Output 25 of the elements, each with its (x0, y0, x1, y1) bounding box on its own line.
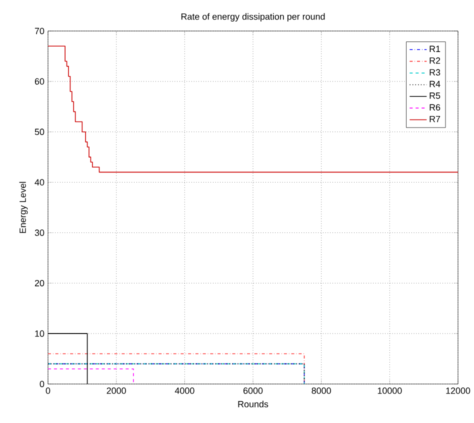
legend-label: R1 (430, 46, 440, 52)
y-tick-label: 40 (34, 179, 44, 186)
x-tick-label: 12000 (446, 388, 470, 394)
x-tick-label: 6000 (243, 388, 263, 394)
legend-label: R3 (430, 69, 440, 76)
x-tick-label: 4000 (174, 388, 194, 394)
x-tick-label: 10000 (378, 388, 402, 394)
y-axis-title: Energy Level (19, 182, 28, 233)
y-tick-label: 20 (34, 280, 44, 286)
x-tick-label: 0 (46, 388, 50, 394)
y-tick-label: 70 (34, 28, 44, 34)
y-tick-label: 10 (35, 330, 44, 337)
y-tick-label: 50 (34, 128, 44, 136)
legend-label: R7 (430, 116, 440, 122)
x-tick-label: 2000 (106, 388, 126, 394)
x-axis-title: Rounds (238, 400, 268, 408)
y-tick-label: 0 (40, 380, 44, 388)
chart-title: Rate of energy dissipation per round (181, 13, 325, 22)
legend-label: R2 (430, 57, 440, 64)
legend-label: R4 (430, 80, 440, 88)
legend-label: R5 (430, 92, 440, 99)
legend-label: R6 (430, 104, 440, 111)
y-tick-label: 30 (34, 230, 44, 236)
x-tick-label: 8000 (312, 388, 331, 394)
y-tick-label: 60 (34, 78, 44, 85)
